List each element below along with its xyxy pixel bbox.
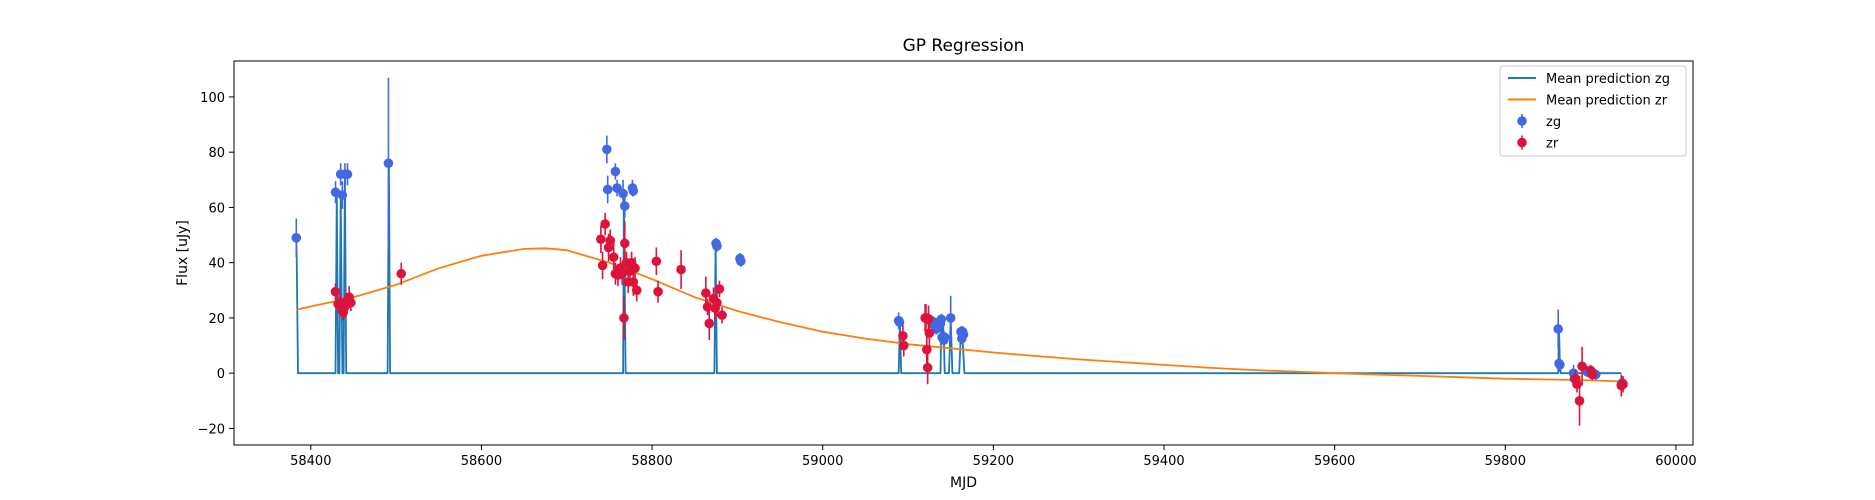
legend-label: zr <box>1546 137 1559 152</box>
x-tick-label: 58600 <box>461 454 502 469</box>
y-tick-label: −20 <box>198 422 225 437</box>
data-point <box>619 238 630 249</box>
data-point <box>619 313 629 323</box>
x-tick-label: 58400 <box>290 454 331 469</box>
data-point <box>602 184 613 195</box>
data-point <box>936 314 947 325</box>
data-point <box>1587 369 1598 380</box>
data-point <box>605 235 616 246</box>
data-point <box>701 288 711 298</box>
y-tick-label: 80 <box>208 146 225 161</box>
data-point <box>618 188 628 199</box>
legend-marker-swatch <box>1517 116 1527 126</box>
x-axis-label: MJD <box>950 475 977 491</box>
data-point <box>653 286 663 297</box>
legend-label: Mean prediction zr <box>1546 94 1668 109</box>
y-axis-label: Flux [uJy] <box>175 220 191 286</box>
x-tick-label: 60000 <box>1655 454 1696 469</box>
series-layer <box>291 77 1628 426</box>
legend-marker-swatch <box>1517 137 1527 148</box>
data-point <box>712 297 722 308</box>
x-tick-label: 58800 <box>631 454 672 469</box>
data-point <box>894 317 905 327</box>
y-tick-label: 0 <box>217 367 225 382</box>
data-point <box>717 310 727 320</box>
data-point <box>1618 379 1628 390</box>
data-point <box>924 328 935 338</box>
legend: Mean prediction zg Mean prediction zr zg zr <box>1499 65 1687 157</box>
data-point <box>676 264 686 275</box>
data-point <box>923 314 934 325</box>
legend-label: Mean prediction zg <box>1546 72 1670 87</box>
data-point <box>600 219 610 229</box>
data-point <box>608 252 619 262</box>
data-point <box>346 297 356 308</box>
chart-title: GP Regression <box>903 36 1025 56</box>
x-tick-label: 59600 <box>1314 454 1355 469</box>
plot-frame <box>233 60 1694 446</box>
data-point <box>958 329 969 340</box>
data-point <box>342 169 353 180</box>
data-point <box>337 190 348 200</box>
data-point <box>617 268 628 279</box>
data-point <box>922 344 932 355</box>
data-point <box>1574 395 1585 406</box>
data-point <box>383 158 394 169</box>
x-tick-label: 59200 <box>973 454 1014 469</box>
y-axis: −20 0 20 40 60 80 100 <box>198 91 234 437</box>
y-tick-label: 60 <box>208 201 225 216</box>
data-point <box>939 332 950 343</box>
data-point <box>291 233 302 243</box>
series-line <box>296 247 1624 383</box>
data-point <box>1553 324 1563 334</box>
plot-area: 58400 58600 58800 59000 59200 59400 59600 59800… <box>198 60 1697 469</box>
data-point <box>330 286 341 297</box>
data-point <box>651 256 662 267</box>
data-point <box>714 284 725 294</box>
data-point <box>898 331 908 341</box>
data-point <box>396 268 407 279</box>
data-point <box>922 362 933 373</box>
data-point <box>1577 361 1587 372</box>
data-point <box>628 277 639 287</box>
data-point <box>628 186 639 196</box>
y-tick-label: 20 <box>208 312 225 327</box>
y-tick-label: 40 <box>208 257 225 272</box>
data-point <box>945 313 956 323</box>
data-point <box>630 263 640 273</box>
data-point <box>704 318 715 329</box>
legend-label: zg <box>1546 115 1561 130</box>
data-point <box>597 260 608 271</box>
data-point <box>631 285 642 296</box>
data-point <box>736 256 746 267</box>
y-tick-label: 100 <box>200 91 225 106</box>
x-tick-label: 59000 <box>802 454 843 469</box>
data-point <box>619 201 630 211</box>
data-point <box>596 234 606 244</box>
data-point <box>610 166 621 177</box>
x-tick-label: 59400 <box>1143 454 1184 469</box>
legend-box <box>1499 65 1687 157</box>
x-tick-label: 59800 <box>1485 454 1526 469</box>
data-point <box>1572 379 1582 390</box>
data-point <box>712 241 722 251</box>
data-point <box>602 144 612 155</box>
data-point <box>1555 360 1565 370</box>
x-axis: 58400 58600 58800 59000 59200 59400 59600 59800… <box>290 445 1697 469</box>
data-point <box>898 340 909 351</box>
